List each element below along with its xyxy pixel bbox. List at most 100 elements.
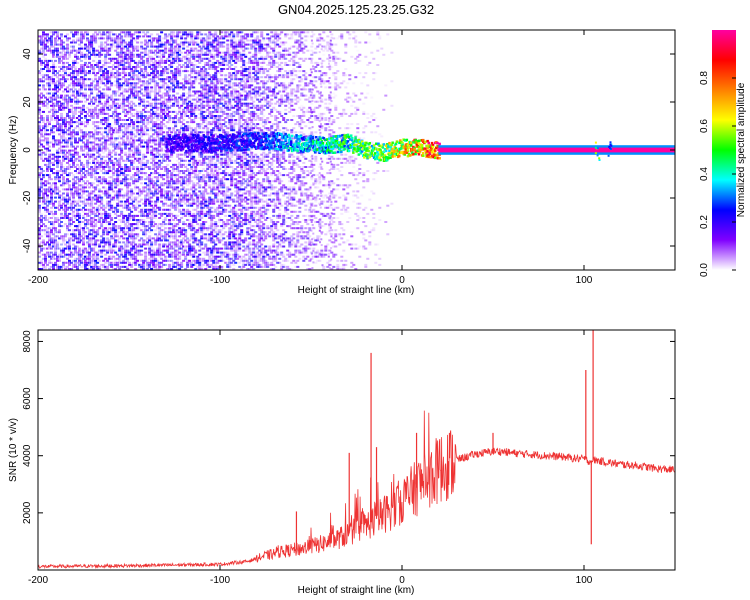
heatmap-cell [66, 194, 69, 197]
heatmap-cell [142, 84, 146, 87]
heatmap-cell [162, 55, 166, 58]
heatmap-cell [140, 219, 144, 221]
heatmap-cell [106, 163, 110, 166]
heatmap-cell [178, 190, 182, 193]
heatmap-cell [148, 217, 152, 219]
heatmap-cell [154, 202, 158, 205]
heatmap-cell [144, 251, 148, 254]
heatmap-cell [88, 47, 91, 50]
heatmap-cell [60, 33, 63, 36]
heatmap-cell [82, 251, 85, 254]
heatmap-cell [104, 180, 108, 183]
heatmap-cell [146, 176, 150, 179]
heatmap-cell [94, 96, 98, 99]
heatmap-cell [112, 39, 116, 42]
heatmap-cell [148, 245, 152, 248]
heatmap-cell [118, 131, 122, 134]
heatmap-cell [156, 76, 160, 79]
heatmap-cell [80, 208, 83, 211]
heatmap-cell [54, 261, 57, 264]
heatmap-cell [128, 202, 132, 205]
heatmap-cell [40, 64, 43, 66]
heatmap-cell [78, 159, 81, 162]
heatmap-cell [50, 170, 53, 172]
heatmap-cell [170, 178, 174, 181]
heatmap-cell [38, 227, 41, 230]
heatmap-cell [96, 94, 100, 97]
heatmap-cell [142, 102, 146, 105]
heatmap-cell [94, 147, 98, 150]
heatmap-cell [154, 121, 158, 124]
heatmap-cell [102, 168, 106, 170]
heatmap-cell [76, 70, 79, 73]
heatmap-cell [60, 268, 63, 270]
heatmap-cell [168, 227, 172, 230]
heatmap-cell [188, 135, 192, 138]
heatmap-cell [78, 214, 81, 217]
heatmap-cell [168, 68, 172, 70]
heatmap-cell [54, 241, 57, 244]
heatmap-cell [40, 117, 43, 119]
heatmap-cell [188, 125, 192, 128]
heatmap-cell [130, 37, 134, 40]
heatmap-cell [152, 182, 156, 185]
heatmap-cell [152, 78, 156, 81]
heatmap-cell [162, 117, 166, 119]
heatmap-cell [122, 178, 126, 181]
heatmap-cell [94, 108, 98, 111]
heatmap-cell [104, 84, 108, 87]
heatmap-cell [154, 98, 158, 101]
heatmap-cell [172, 74, 176, 77]
heatmap-cell [128, 82, 132, 85]
heatmap-cell [54, 257, 57, 260]
heatmap-cell [50, 51, 53, 54]
heatmap-cell [90, 166, 94, 168]
heatmap-cell [120, 35, 124, 38]
heatmap-cell [124, 159, 128, 162]
heatmap-cell [132, 237, 136, 240]
heatmap-cell [166, 35, 170, 38]
heatmap-cell [172, 129, 176, 132]
heatmap-cell [102, 78, 106, 81]
heatmap-cell [138, 172, 142, 175]
heatmap-cell [118, 245, 122, 248]
heatmap-cell [104, 59, 108, 62]
heatmap-cell [90, 43, 94, 46]
heatmap-cell [144, 190, 148, 193]
heatmap-cell [98, 100, 102, 103]
heatmap-cell [144, 104, 148, 107]
heatmap-cell [76, 212, 79, 215]
heatmap-cell [68, 241, 71, 244]
heatmap-cell [46, 198, 49, 201]
heatmap-cell [178, 43, 182, 46]
heatmap-cell [84, 100, 87, 103]
heatmap-cell [122, 259, 126, 262]
heatmap-cell [170, 194, 174, 197]
heatmap-cell [104, 117, 108, 119]
heatmap-cell [136, 125, 140, 128]
heatmap-cell [118, 196, 122, 199]
heatmap-cell [178, 219, 182, 221]
heatmap-cell [150, 221, 154, 223]
heatmap-cell [130, 78, 134, 81]
heatmap-cell [132, 168, 136, 170]
heatmap-cell [40, 184, 43, 187]
heatmap-cell [50, 210, 53, 213]
heatmap-cell [88, 72, 91, 75]
heatmap-cell [182, 182, 186, 185]
heatmap-cell [132, 137, 136, 140]
heatmap-cell [104, 249, 108, 252]
heatmap-cell [116, 184, 120, 187]
heatmap-cell [88, 157, 91, 160]
heatmap-cell [186, 210, 190, 213]
heatmap-cell [174, 68, 178, 70]
heatmap-cell [142, 153, 146, 156]
heatmap-cell [176, 188, 180, 191]
heatmap-cell [94, 49, 98, 52]
heatmap-cell [162, 131, 166, 134]
heatmap-cell [174, 188, 178, 191]
heatmap-cell [126, 219, 130, 221]
heatmap-cell [94, 263, 98, 266]
heatmap-cell [110, 135, 114, 138]
heatmap-cell [76, 202, 79, 205]
